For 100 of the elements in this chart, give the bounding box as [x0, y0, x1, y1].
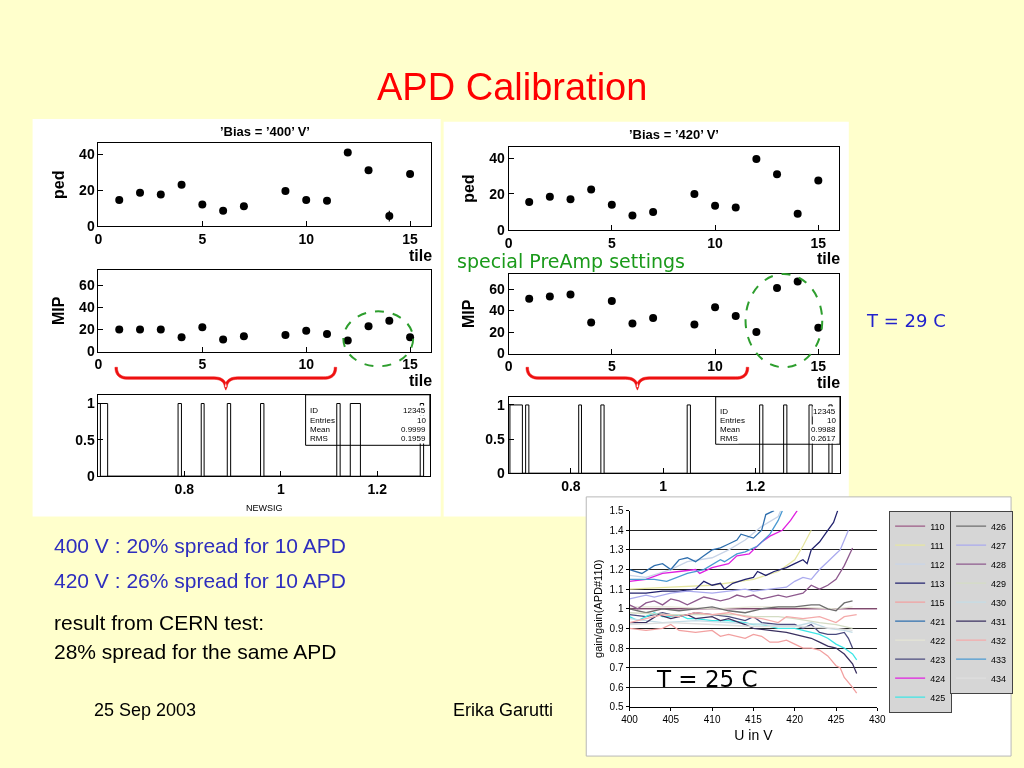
text: result from CERN test:	[54, 611, 265, 634]
point	[156, 325, 165, 334]
point	[385, 316, 394, 325]
legend-label: 423	[930, 654, 946, 665]
legend-label: 432	[991, 635, 1007, 646]
x-axis-title: tile	[409, 247, 433, 264]
point	[525, 198, 534, 207]
text: 25 Sep 2003	[94, 700, 197, 720]
x-tick-label: 5	[198, 356, 207, 373]
y-tick-label: 1	[496, 396, 505, 413]
x-tick-label: 415	[745, 713, 763, 725]
y-tick-label: 60	[79, 277, 95, 294]
y-tick-label: 20	[79, 181, 95, 198]
point	[773, 170, 782, 179]
line-series	[629, 621, 854, 632]
y-tick-label: 0	[86, 343, 95, 360]
text: Entries 10	[310, 416, 426, 425]
point	[364, 166, 373, 175]
line-series	[629, 529, 850, 600]
line-series	[629, 510, 839, 594]
x-tick-label: 405	[662, 713, 680, 725]
line-series	[629, 617, 854, 634]
y-tick-label: 0	[496, 345, 505, 362]
text: Erika Garutti	[453, 700, 554, 720]
point	[649, 314, 658, 323]
text: ID 12345	[310, 406, 426, 415]
legend-label: 112	[930, 559, 945, 570]
point	[566, 290, 575, 299]
point	[302, 326, 311, 335]
text: Entries 10	[720, 416, 836, 425]
point	[814, 176, 823, 185]
y-axis-title: ped	[49, 170, 67, 199]
point	[343, 148, 352, 157]
legend-label: 433	[991, 654, 1007, 665]
y-tick-label: 0.7	[609, 662, 624, 674]
annotation: T = 25 C	[656, 666, 758, 692]
x-tick-label: 0.8	[561, 478, 581, 495]
y-tick-label: 0.5	[485, 431, 505, 448]
x-tick-label: 10	[707, 358, 724, 375]
x-axis-title: tile	[817, 250, 841, 267]
legend-label: 427	[991, 540, 1007, 551]
y-tick-label: 0	[86, 217, 95, 234]
point	[177, 180, 186, 189]
point	[177, 333, 186, 342]
y-axis-title: MIP	[460, 299, 478, 329]
x-tick-label: 400	[621, 713, 639, 725]
y-tick-label: 40	[79, 146, 95, 163]
x-tick-label: 430	[868, 713, 887, 725]
x-tick-label: 1	[659, 478, 668, 495]
x-tick-label: 5	[198, 230, 207, 247]
text: RMS 0.2617	[720, 434, 836, 443]
y-tick-label: 40	[79, 299, 95, 316]
point	[545, 192, 554, 201]
text: Mean 0.9999	[310, 425, 426, 434]
point	[302, 195, 311, 204]
x-axis-title: tile	[817, 374, 841, 391]
x-tick-label: 15	[402, 230, 419, 247]
x-axis-title: tile	[409, 372, 433, 389]
x-tick-label: 5	[607, 234, 616, 251]
y-tick-label: 1.1	[609, 583, 624, 595]
x-tick-label: 1.2	[745, 478, 766, 495]
chart-title: ’Bias = ’420’ V’	[629, 127, 719, 142]
point	[323, 196, 331, 205]
line-series	[629, 547, 854, 610]
x-tick-label: 420	[786, 713, 804, 725]
y-tick-label: 60	[489, 280, 505, 297]
y-tick-label: 40	[489, 150, 505, 167]
point	[649, 207, 658, 216]
x-tick-label: 1	[276, 481, 285, 498]
text: ID 12345	[720, 407, 836, 416]
point	[239, 332, 248, 341]
x-axis-title: NEWSIG	[246, 503, 283, 513]
x-tick-label: 0.8	[174, 481, 195, 498]
text: RMS 0.1959	[310, 434, 426, 443]
point	[281, 186, 290, 195]
point	[239, 202, 248, 211]
point	[323, 329, 331, 338]
point	[587, 318, 596, 327]
legend-label: 426	[991, 521, 1007, 532]
y-tick-label: 0.6	[609, 681, 624, 693]
point	[198, 200, 207, 209]
point	[793, 277, 802, 286]
y-tick-label: 0.8	[609, 642, 624, 654]
point	[219, 335, 228, 344]
point	[115, 195, 124, 204]
point	[343, 336, 352, 345]
line-series	[629, 612, 858, 661]
point	[566, 195, 575, 204]
point	[156, 190, 165, 199]
chart-title: ’Bias = ’400’ V’	[220, 124, 310, 139]
x-tick-label: 15	[810, 358, 827, 375]
point	[752, 155, 761, 164]
y-tick-label: 1.3	[609, 544, 624, 556]
x-tick-label: 5	[607, 358, 616, 375]
legend-label: 430	[991, 597, 1007, 608]
text: T = 29 C	[866, 310, 946, 331]
y-tick-label: 20	[489, 185, 505, 202]
y-tick-label: 0.9	[609, 622, 624, 634]
legend-label: 421	[930, 616, 946, 627]
point	[406, 333, 415, 342]
